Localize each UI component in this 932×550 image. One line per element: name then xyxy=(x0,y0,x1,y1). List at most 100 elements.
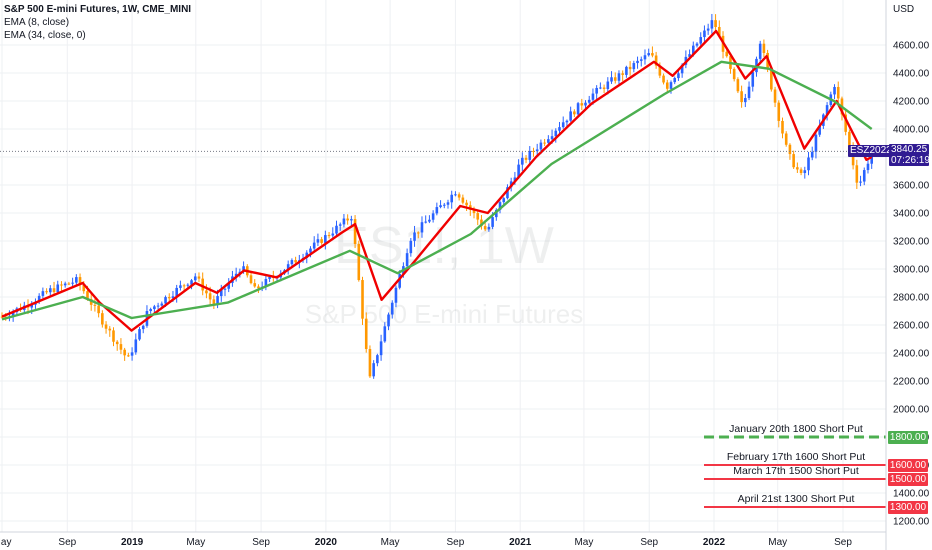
candle-body xyxy=(848,131,851,148)
ema34-legend[interactable]: EMA (34, close, 0) xyxy=(4,30,86,41)
candle-body xyxy=(558,127,561,131)
candle-body xyxy=(268,276,271,279)
candle-body xyxy=(49,288,52,293)
y-tick-label: 3600.00 xyxy=(893,181,930,192)
candle-body xyxy=(37,295,41,302)
y-tick-label: 4400.00 xyxy=(893,69,930,80)
candle-body xyxy=(101,313,104,325)
candle-body xyxy=(799,169,803,173)
candle-body xyxy=(149,309,152,312)
candle-body xyxy=(792,154,795,168)
candle-body xyxy=(45,291,48,293)
candle-body xyxy=(398,274,401,288)
candle-body xyxy=(677,73,680,79)
candle-body xyxy=(576,103,580,115)
candle-body xyxy=(584,102,587,106)
candle-body xyxy=(171,296,175,299)
candle-body xyxy=(487,226,491,230)
candle-body xyxy=(506,187,509,199)
candle-body xyxy=(639,59,643,61)
candle-body xyxy=(762,43,766,53)
ema8-legend[interactable]: EMA (8, close) xyxy=(4,17,70,28)
candle-body xyxy=(112,330,115,342)
price-level-label: March 17th 1500 Short Put xyxy=(733,465,859,477)
candle-body xyxy=(201,278,204,291)
candle-body xyxy=(744,98,747,103)
candle-body xyxy=(97,305,100,314)
candle-body xyxy=(372,363,375,377)
candle-body xyxy=(602,87,606,90)
candle-body xyxy=(420,222,424,233)
candle-body xyxy=(361,280,364,319)
candle-body xyxy=(647,53,650,56)
candle-body xyxy=(680,64,684,74)
candle-body xyxy=(104,324,108,329)
candle-body xyxy=(825,105,829,115)
candle-body xyxy=(758,43,762,59)
candle-body xyxy=(773,89,777,103)
x-tick-label: 2022 xyxy=(703,537,726,548)
symbol-title[interactable]: S&P 500 E-mini Futures, 1W, CME_MINI xyxy=(4,4,192,15)
candle-body xyxy=(190,280,193,285)
candle-body xyxy=(167,297,171,299)
candle-body xyxy=(833,86,836,95)
candle-body xyxy=(212,299,216,304)
candle-body xyxy=(595,87,598,94)
candle-body xyxy=(75,277,78,283)
candle-body xyxy=(751,72,755,87)
candle-body xyxy=(669,82,673,89)
candle-body xyxy=(219,289,223,297)
y-tick-label: 2000.00 xyxy=(893,405,930,416)
candle-body xyxy=(316,239,320,243)
candle-body xyxy=(294,260,297,263)
candle-body xyxy=(342,218,346,225)
candle-body xyxy=(383,326,387,342)
candle-body xyxy=(0,316,4,318)
candle-body xyxy=(818,125,821,135)
candle-body xyxy=(654,55,658,66)
candle-body xyxy=(335,225,338,234)
candle-body xyxy=(569,111,572,121)
candle-body xyxy=(491,217,494,227)
candle-body xyxy=(617,73,621,81)
candle-body xyxy=(242,266,245,272)
y-tick-label: 2200.00 xyxy=(893,377,930,388)
candle-body xyxy=(350,219,353,221)
candle-body xyxy=(732,68,736,80)
candle-body xyxy=(673,78,677,83)
candle-body xyxy=(134,339,138,353)
candle-body xyxy=(60,284,63,286)
last-price-line xyxy=(0,145,886,155)
candle-body xyxy=(814,134,818,152)
y-tick-label: 2800.00 xyxy=(893,293,930,304)
candle-body xyxy=(662,75,665,83)
candle-body xyxy=(461,197,465,203)
candle-body xyxy=(119,344,123,350)
x-tick-label: May xyxy=(574,537,593,548)
candle-body xyxy=(621,73,624,75)
candle-body xyxy=(565,120,569,123)
candle-body xyxy=(305,252,309,258)
candle-body xyxy=(67,283,71,285)
candle-body xyxy=(93,304,97,306)
candle-body xyxy=(439,205,442,208)
candle-body xyxy=(41,291,45,296)
candle-body xyxy=(688,54,691,57)
x-tick-label: Sep xyxy=(58,537,76,548)
candle-body xyxy=(223,288,227,290)
currency-label[interactable]: USD xyxy=(893,4,915,15)
candle-body xyxy=(513,177,517,182)
candle-body xyxy=(416,232,420,234)
candle-body xyxy=(710,20,714,29)
candle-body xyxy=(208,293,212,300)
watermark: ES1!, 1WS&P 500 E-mini Futures xyxy=(305,217,583,329)
candle-body xyxy=(725,51,729,57)
candle-body xyxy=(78,277,82,285)
candle-body xyxy=(521,157,524,165)
candle-body xyxy=(435,207,439,214)
y-tick-label: 2400.00 xyxy=(893,349,930,360)
candle-body xyxy=(182,285,186,287)
candle-body xyxy=(651,53,654,56)
candle-body xyxy=(413,232,416,241)
